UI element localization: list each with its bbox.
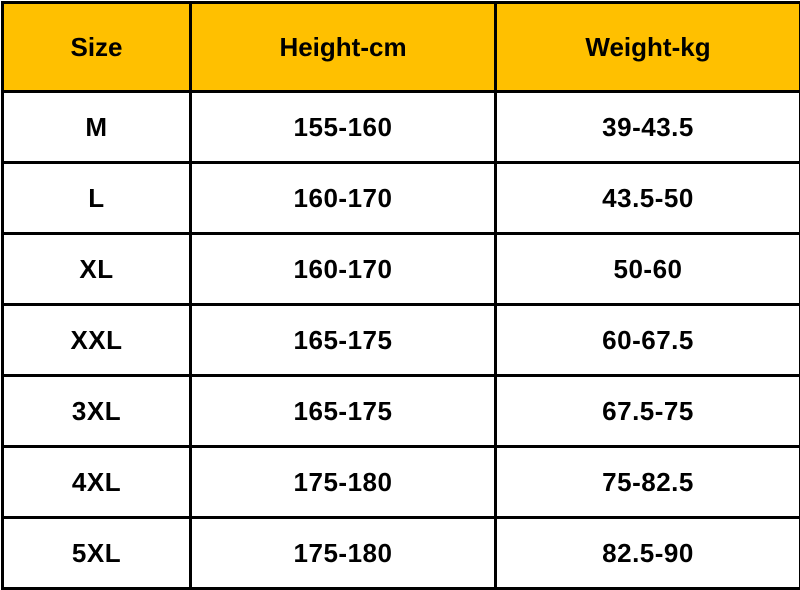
- weight-cell: 60-67.5: [496, 305, 800, 376]
- weight-cell: 67.5-75: [496, 376, 800, 447]
- height-cell: 165-175: [191, 376, 496, 447]
- size-cell: XXL: [3, 305, 191, 376]
- header-size: Size: [3, 3, 191, 92]
- height-cell: 160-170: [191, 234, 496, 305]
- size-cell: M: [3, 92, 191, 163]
- height-cell: 175-180: [191, 518, 496, 589]
- weight-cell: 43.5-50: [496, 163, 800, 234]
- weight-cell: 39-43.5: [496, 92, 800, 163]
- header-weight: Weight-kg: [496, 3, 800, 92]
- weight-cell: 82.5-90: [496, 518, 800, 589]
- size-cell: 4XL: [3, 447, 191, 518]
- height-cell: 155-160: [191, 92, 496, 163]
- header-row: Size Height-cm Weight-kg: [3, 3, 800, 92]
- height-cell: 175-180: [191, 447, 496, 518]
- height-cell: 160-170: [191, 163, 496, 234]
- height-cell: 165-175: [191, 305, 496, 376]
- size-cell: L: [3, 163, 191, 234]
- weight-cell: 50-60: [496, 234, 800, 305]
- weight-cell: 75-82.5: [496, 447, 800, 518]
- size-cell: 3XL: [3, 376, 191, 447]
- size-cell: XL: [3, 234, 191, 305]
- size-cell: 5XL: [3, 518, 191, 589]
- header-height: Height-cm: [191, 3, 496, 92]
